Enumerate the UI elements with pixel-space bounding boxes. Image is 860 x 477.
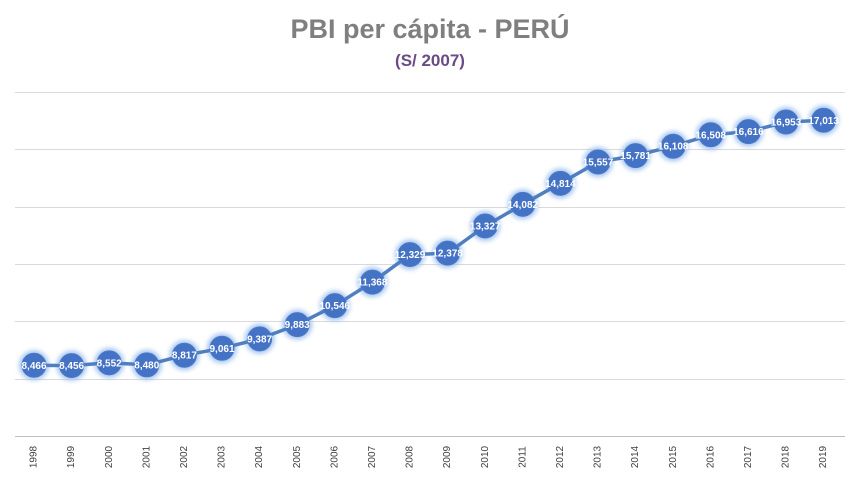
data-label-2018: 16,953 <box>771 118 802 129</box>
data-point-2001[interactable] <box>134 352 160 378</box>
data-point-2002[interactable] <box>171 342 197 368</box>
data-point-2013[interactable] <box>585 149 611 175</box>
data-label-2000: 8,552 <box>97 358 122 369</box>
data-label-2016: 16,508 <box>696 130 727 141</box>
x-axis-ticks: 1998 1999 2000 2001 2002 2003 2004 2005 2006 2007… <box>29 445 830 468</box>
data-label-2010: 13,327 <box>470 221 501 232</box>
x-tick-label: 2017 <box>743 445 754 468</box>
data-point-2000[interactable] <box>96 350 122 376</box>
x-tick-label: 2000 <box>104 445 115 468</box>
x-tick-label: 2002 <box>179 445 190 468</box>
markers <box>21 107 837 379</box>
x-tick-label: 1998 <box>29 445 40 468</box>
data-label-2019: 17,013 <box>808 116 839 127</box>
data-point-2011[interactable] <box>510 191 536 217</box>
x-tick-label: 2005 <box>292 445 303 468</box>
data-point-2004[interactable] <box>247 326 273 352</box>
data-point-2005[interactable] <box>284 312 310 338</box>
x-tick-label: 2018 <box>781 445 792 468</box>
data-label-2015: 16,108 <box>658 142 689 153</box>
data-label-2004: 9,387 <box>247 334 272 345</box>
data-point-2018[interactable] <box>773 109 799 135</box>
x-tick-label: 2006 <box>329 445 340 468</box>
data-label-2003: 9,061 <box>209 344 234 355</box>
x-tick-label: 2019 <box>818 445 829 468</box>
x-tick-label: 1999 <box>66 445 77 468</box>
data-label-2011: 14,082 <box>508 200 539 211</box>
x-tick-label: 2016 <box>705 445 716 468</box>
data-point-2016[interactable] <box>698 122 724 148</box>
data-label-2002: 8,817 <box>172 351 197 362</box>
data-label-2005: 9,883 <box>285 320 310 331</box>
data-label-2014: 15,781 <box>620 151 651 162</box>
chart-subtitle: (S/ 2007) <box>395 51 465 70</box>
data-point-2006[interactable] <box>322 293 348 319</box>
data-label-2009: 12,378 <box>432 249 463 260</box>
data-label-2013: 15,557 <box>583 158 614 169</box>
x-tick-label: 2009 <box>442 445 453 468</box>
marker-glow-layer <box>19 105 839 381</box>
data-label-1999: 8,456 <box>59 361 84 372</box>
x-tick-label: 2014 <box>630 445 641 468</box>
data-labels: 8,466 8,456 8,552 8,480 8,817 9,061 9,387 9,883… <box>21 116 839 372</box>
series-line <box>33 118 824 368</box>
x-tick-label: 2003 <box>217 445 228 468</box>
chart-title: PBI per cápita - PERÚ <box>290 14 570 44</box>
data-point-2019[interactable] <box>811 107 837 133</box>
data-point-2009[interactable] <box>435 240 461 266</box>
data-label-1998: 8,466 <box>21 361 46 372</box>
x-tick-label: 2007 <box>367 445 378 468</box>
data-label-2006: 10,546 <box>320 301 351 312</box>
data-label-2017: 16,616 <box>733 127 764 138</box>
data-label-2007: 11,368 <box>357 278 387 289</box>
data-point-2010[interactable] <box>472 213 498 239</box>
data-point-2015[interactable] <box>660 133 686 159</box>
x-tick-label: 2004 <box>254 445 265 468</box>
x-tick-label: 2001 <box>141 445 152 468</box>
data-point-2007[interactable] <box>359 269 385 295</box>
data-point-1998[interactable] <box>21 352 47 378</box>
x-tick-label: 2008 <box>405 445 416 468</box>
data-point-2008[interactable] <box>397 242 423 268</box>
data-point-2003[interactable] <box>209 335 235 361</box>
series-line-layer <box>33 118 824 368</box>
x-tick-label: 2012 <box>555 445 566 468</box>
x-tick-label: 2010 <box>480 445 491 468</box>
data-label-2012: 14,814 <box>545 179 576 190</box>
x-tick-label: 2013 <box>593 445 604 468</box>
data-point-1999[interactable] <box>59 353 85 379</box>
data-label-2008: 12,329 <box>395 250 426 261</box>
data-point-2012[interactable] <box>547 170 573 196</box>
data-point-2014[interactable] <box>623 143 649 169</box>
data-label-2001: 8,480 <box>134 360 159 371</box>
x-tick-label: 2015 <box>668 445 679 468</box>
data-point-2017[interactable] <box>735 119 761 145</box>
gridlines <box>15 92 845 437</box>
x-tick-label: 2011 <box>517 446 528 468</box>
